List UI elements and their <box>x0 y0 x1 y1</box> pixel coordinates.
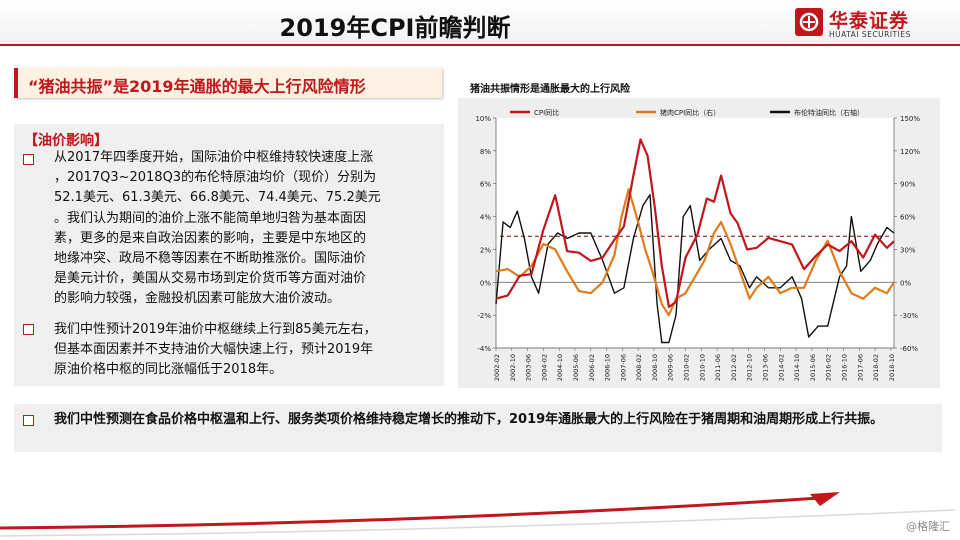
text-line: 52.1美元、61.3美元、66.8美元、74.4美元、75.2美元 <box>54 190 381 206</box>
legend-label: 布伦特油同比（右轴） <box>794 108 864 117</box>
text-line: 但基本面因素并不支持油价大幅快速上行，预计2019年 <box>54 342 374 358</box>
x-tick-label: 2006-10 <box>604 354 612 381</box>
y-left-tick-label: 8% <box>480 148 491 156</box>
bullet-square-icon <box>23 415 34 426</box>
chart-title: 猪油共振情形是通胀最大的上行风险 <box>470 84 630 95</box>
bullet-square-icon <box>23 324 34 335</box>
conclusion-panel: 我们中性预测在食品价格中枢温和上行、服务类项价格维持稳定增长的推动下，2019年… <box>14 404 942 452</box>
x-tick-label: 2014-02 <box>777 354 785 381</box>
x-tick-label: 2016-02 <box>825 354 833 381</box>
text-line: 从2017年四季度开始，国际油价中枢维持较快速度上涨 <box>54 150 374 165</box>
y-right-tick-label: 0% <box>900 279 911 287</box>
y-left-tick-label: 4% <box>480 214 491 222</box>
y-left-tick-label: -2% <box>477 312 491 320</box>
conclusion-text: 我们中性预测在食品价格中枢温和上行、服务类项价格维持稳定增长的推动下，2019年… <box>54 412 884 427</box>
x-tick-label: 2002-10 <box>509 354 517 381</box>
oil-paragraph-2: 我们中性预计2019年油价中枢继续上行到85美元左右， 但基本面因素并不支持油价… <box>54 320 377 381</box>
x-tick-label: 2009-06 <box>667 354 675 381</box>
logo-mark-icon <box>795 8 823 36</box>
text-line: 地缘冲突、政局不稳等因素在不断助推涨价。国际油价 <box>54 251 367 267</box>
oil-impact-panel: 【油价影响】 从2017年四季度开始，国际油价中枢维持较快速度上涨 ，2017Q… <box>14 124 444 386</box>
trend-arrow-decoration <box>0 492 956 537</box>
x-tick-label: 2012-10 <box>746 354 754 381</box>
y-left-tick-label: -4% <box>477 345 491 353</box>
x-tick-label: 2010-10 <box>698 354 706 381</box>
x-tick-label: 2018-10 <box>888 354 896 381</box>
text-line: ，2017Q3~2018Q3的布伦特原油均价（现价）分别为 <box>54 170 377 186</box>
x-tick-label: 2017-06 <box>856 354 864 381</box>
text-line: 的影响力较强，金融投机因素可能放大油价波动。 <box>54 291 341 307</box>
subtitle-accent-bar <box>14 68 18 98</box>
x-tick-label: 2015-06 <box>809 354 817 381</box>
x-tick-label: 2004-02 <box>540 354 548 381</box>
y-left-tick-label: 10% <box>475 115 491 123</box>
text-line: 我们中性预计2019年油价中枢继续上行到85美元左右， <box>54 322 377 337</box>
x-tick-label: 2006-02 <box>588 354 596 381</box>
y-right-tick-label: -30% <box>900 312 918 320</box>
y-left-tick-label: 0% <box>480 279 491 287</box>
y-left-tick-label: 6% <box>480 181 491 189</box>
text-line: 原油价格中枢的同比涨幅低于2018年。 <box>54 362 283 378</box>
y-right-tick-label: 30% <box>900 246 916 254</box>
y-left-tick-label: 2% <box>480 246 491 254</box>
x-tick-label: 2016-10 <box>840 354 848 381</box>
y-right-tick-label: 60% <box>900 214 916 222</box>
series-line-2 <box>495 193 895 344</box>
subtitle-banner: “猪油共振”是2019年通胀的最大上行风险情形 <box>14 68 442 98</box>
x-tick-label: 2010-02 <box>683 354 691 381</box>
text-line: 素，更多的是来自政治因素的影响，主要是中东地区的 <box>54 230 367 246</box>
x-tick-label: 2013-06 <box>761 354 769 381</box>
x-tick-label: 2007-06 <box>619 354 627 381</box>
x-tick-label: 2002-02 <box>493 354 501 381</box>
series-line-0 <box>495 138 895 308</box>
y-right-tick-label: 120% <box>900 148 920 156</box>
logo-text-cn: 华泰证券 <box>829 10 910 32</box>
y-right-tick-label: 150% <box>900 115 920 123</box>
company-logo: 华泰证券 HUATAI SECURITIES <box>795 6 945 42</box>
subtitle-text: “猪油共振”是2019年通胀的最大上行风险情形 <box>28 77 366 96</box>
text-line: 是美元计价，美国从交易市场到定价货币等方面对油价 <box>54 271 367 287</box>
x-tick-label: 2014-10 <box>793 354 801 381</box>
x-tick-label: 2011-06 <box>714 354 722 381</box>
oil-paragraph-1: 从2017年四季度开始，国际油价中枢维持较快速度上涨 ，2017Q3~2018Q… <box>54 148 381 310</box>
bullet-square-icon <box>23 154 34 165</box>
chart-panel: CPI同比 猪肉CPI同比（右） 布伦特油同比（右轴） 10% 8% 6% 4% 2% 0% -2… <box>458 98 940 388</box>
x-tick-label: 2008-02 <box>635 354 643 381</box>
x-tick-label: 2003-06 <box>525 354 533 381</box>
page-title: 2019年CPI前瞻判断 <box>279 14 511 42</box>
x-tick-label: 2005-06 <box>572 354 580 381</box>
oil-section-heading: 【油价影响】 <box>24 133 108 149</box>
x-tick-label: 2012-02 <box>730 354 738 381</box>
header-divider <box>0 44 960 46</box>
cpi-pork-oil-chart: CPI同比 猪肉CPI同比（右） 布伦特油同比（右轴） 10% 8% 6% 4% 2% 0% -2… <box>475 108 920 381</box>
legend-label: 猪肉CPI同比（右） <box>660 108 720 117</box>
x-tick-label: 2018-02 <box>872 354 880 381</box>
x-tick-label: 2004-10 <box>556 354 564 381</box>
legend-label: CPI同比 <box>534 108 559 117</box>
watermark: @格隆汇 <box>906 520 950 533</box>
text-line: 。我们认为期间的油价上涨不能简单地归咎为基本面因 <box>54 210 367 226</box>
x-tick-label: 2008-10 <box>651 354 659 381</box>
y-right-tick-label: 90% <box>900 181 916 189</box>
y-right-tick-label: -60% <box>900 345 918 353</box>
logo-text-en: HUATAI SECURITIES <box>829 30 911 39</box>
